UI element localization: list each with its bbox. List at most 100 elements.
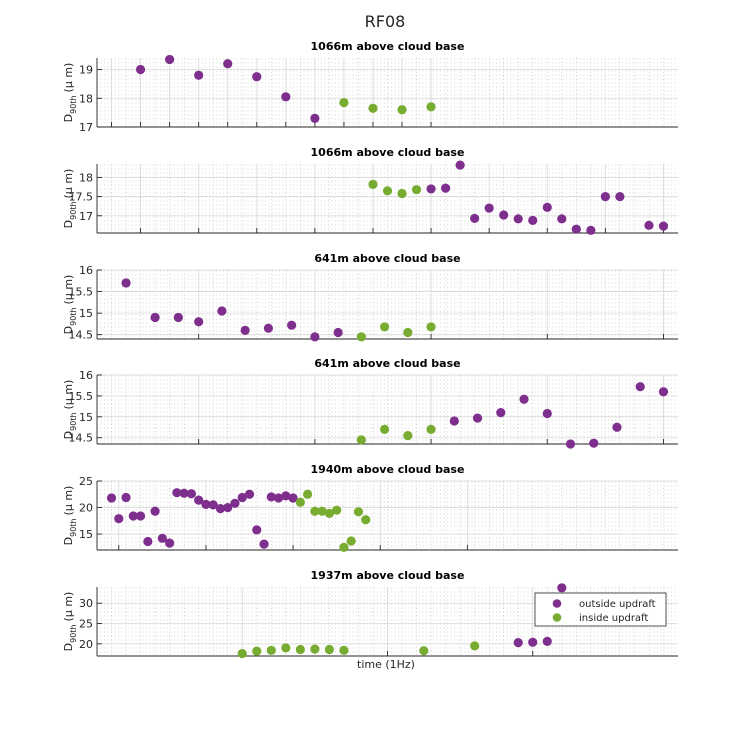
data-point <box>586 225 596 235</box>
data-point <box>273 493 284 503</box>
data-point <box>379 424 390 434</box>
y-tick-label: 18 <box>79 92 93 105</box>
data-point <box>470 213 480 224</box>
data-point <box>223 502 233 513</box>
data-point <box>615 191 625 202</box>
data-point <box>339 97 349 108</box>
data-point <box>426 322 436 332</box>
data-point <box>356 435 366 445</box>
y-tick-label: 14.5 <box>69 432 94 445</box>
data-point <box>263 323 273 333</box>
data-point <box>106 493 117 503</box>
data-point <box>317 506 327 516</box>
data-point <box>557 583 567 593</box>
legend: outside updraft inside updraft <box>534 592 667 627</box>
data-point <box>382 186 393 196</box>
data-point <box>114 514 124 524</box>
data-point <box>324 508 334 518</box>
data-point <box>339 645 349 655</box>
data-point <box>339 542 349 552</box>
data-point <box>356 332 366 342</box>
series-inside-panel-6 <box>237 641 480 659</box>
data-point <box>165 538 175 548</box>
y-tick-label: 15.5 <box>69 286 94 299</box>
y-tick-label: 15 <box>79 411 93 424</box>
data-point <box>179 488 189 498</box>
data-point <box>513 214 523 224</box>
data-point <box>121 278 131 288</box>
data-point <box>426 102 436 112</box>
data-point <box>150 312 160 323</box>
data-point <box>519 394 529 404</box>
data-point <box>281 491 291 501</box>
data-point <box>557 214 567 224</box>
data-point <box>332 505 342 515</box>
data-point <box>237 492 247 503</box>
panel-3: 14.5 15 15.5 16 641m above cloud base D90th(μ… <box>62 252 678 342</box>
y-tick-label: 16 <box>79 264 93 277</box>
data-point <box>542 202 552 212</box>
data-point <box>173 312 183 323</box>
series-inside-panel-3 <box>356 322 436 342</box>
data-point <box>571 224 581 234</box>
data-point <box>230 498 240 508</box>
data-point <box>266 492 276 502</box>
data-point <box>295 497 305 507</box>
data-point <box>528 215 538 225</box>
series-outside-panel-1 <box>135 54 320 123</box>
grid-panel-1 <box>97 58 678 128</box>
data-point <box>194 495 204 505</box>
y-axis-label: D90th(μ m) <box>62 380 78 440</box>
data-point <box>542 636 552 646</box>
data-point <box>644 220 654 230</box>
panel-title: 641m above cloud base <box>314 252 460 265</box>
y-tick-label: 14.5 <box>69 329 94 342</box>
legend-marker-outside <box>552 599 562 608</box>
panel-title: 1940m above cloud base <box>311 463 465 476</box>
data-point <box>449 416 459 426</box>
legend-marker-inside <box>552 613 562 622</box>
data-point <box>186 489 197 499</box>
data-point <box>310 644 320 654</box>
y-tick-label: 20 <box>79 502 93 515</box>
series-outside-panel-2 <box>426 160 669 235</box>
data-point <box>266 645 276 655</box>
y-axis-label: D90th(μ m) <box>62 169 78 229</box>
grid-panel-2 <box>97 164 678 233</box>
data-point <box>403 327 413 338</box>
data-point <box>143 536 153 547</box>
data-point <box>223 59 233 69</box>
data-point <box>201 499 211 509</box>
series-inside-panel-2 <box>368 179 422 199</box>
data-point <box>411 185 422 195</box>
data-point <box>368 179 378 189</box>
y-tick-label: 30 <box>79 597 93 610</box>
data-point <box>426 424 436 434</box>
y-tick-label: 15.5 <box>69 390 94 403</box>
data-point <box>397 105 407 115</box>
data-point <box>324 644 334 655</box>
data-point <box>310 113 320 123</box>
data-point <box>658 221 669 231</box>
data-point <box>172 488 182 498</box>
data-point <box>441 183 451 193</box>
x-axis-label: time (1Hz) <box>357 658 415 671</box>
data-point <box>472 413 483 423</box>
data-point <box>121 492 131 503</box>
data-point <box>426 184 436 194</box>
data-point <box>288 493 298 503</box>
data-point <box>303 489 313 499</box>
y-axis-label: D90th(μ m) <box>62 63 78 123</box>
data-point <box>244 489 255 499</box>
data-point <box>237 648 247 659</box>
data-point <box>150 506 160 516</box>
data-point <box>215 504 226 514</box>
data-point <box>353 507 364 517</box>
data-point <box>499 210 509 220</box>
panel-title: 1937m above cloud base <box>311 569 465 582</box>
y-tick-label: 15 <box>79 307 93 320</box>
data-point <box>565 439 576 449</box>
data-point <box>528 637 538 647</box>
